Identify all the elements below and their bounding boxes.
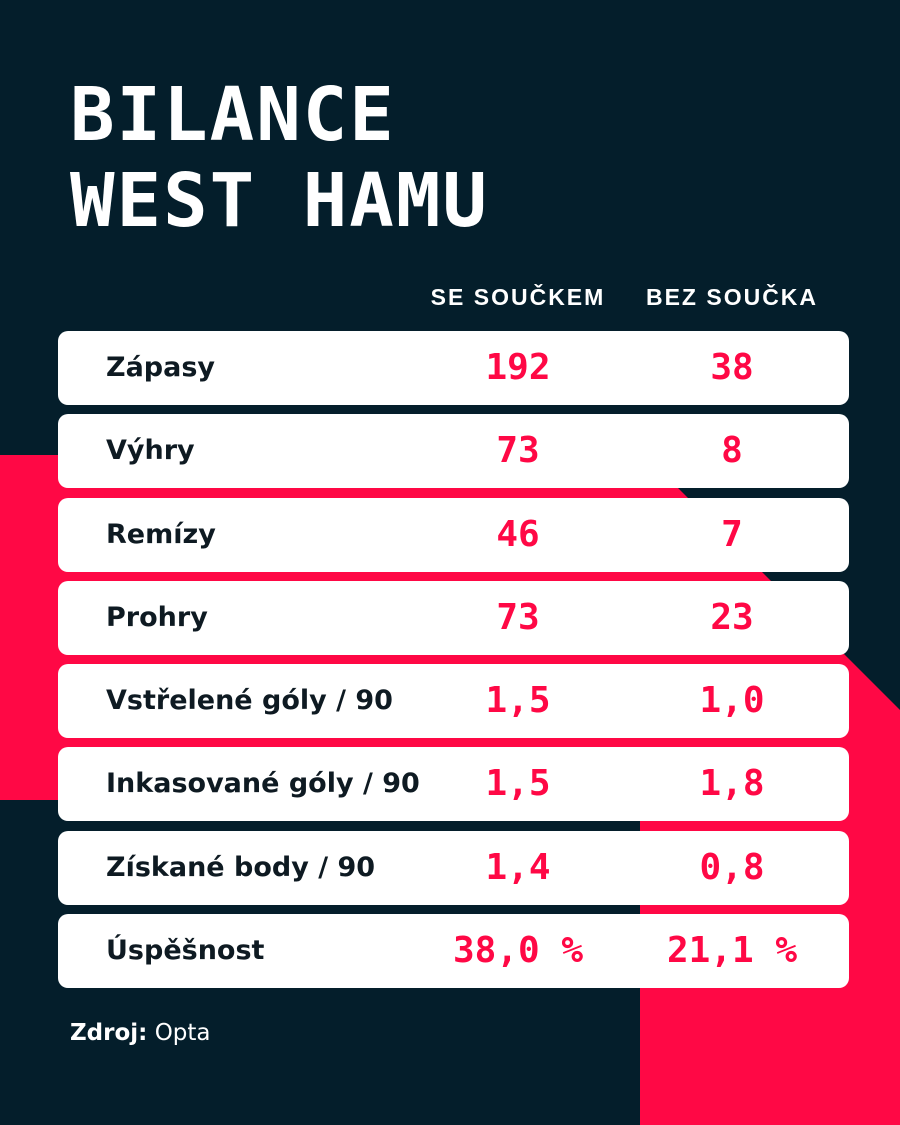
value-with: 38,0 % — [452, 930, 584, 972]
table-row: Úspěšnost 38,0 % 21,1 % — [58, 914, 849, 989]
value-with: 1,5 — [485, 763, 551, 805]
row-label: Prohry — [106, 601, 208, 633]
value-with: 73 — [496, 596, 540, 638]
title-line-1: BILANCE — [70, 72, 396, 158]
page-title: BILANCE WEST HAMU — [70, 72, 489, 244]
value-without: 0,8 — [699, 846, 765, 888]
row-label: Remízy — [106, 518, 216, 550]
value-with: 73 — [496, 430, 540, 472]
table-row: Prohry 73 23 — [58, 580, 849, 655]
table-row: Vstřelené góly / 90 1,5 1,0 — [58, 664, 849, 739]
source-value: Opta — [154, 1020, 211, 1046]
row-label: Získané body / 90 — [106, 851, 376, 883]
source-note: Zdroj: Opta — [70, 1020, 211, 1046]
value-with: 1,5 — [485, 680, 551, 722]
title-line-2: WEST HAMU — [70, 158, 489, 244]
stats-table: Zápasy 192 38 Výhry 73 8 Remízy 46 7 Pro… — [58, 331, 849, 997]
value-without: 8 — [721, 430, 743, 472]
value-without: 21,1 % — [666, 930, 798, 972]
column-header-without: BEZ SOUČKA — [645, 284, 819, 310]
value-with: 192 — [485, 347, 551, 388]
table-row: Remízy 46 7 — [58, 497, 849, 572]
value-without: 1,8 — [699, 763, 765, 805]
value-without: 1,0 — [699, 680, 765, 722]
row-label: Zápasy — [106, 352, 216, 383]
value-without: 38 — [710, 347, 754, 388]
source-label: Zdroj: — [70, 1020, 148, 1046]
value-with: 46 — [496, 513, 540, 555]
value-without: 23 — [710, 596, 754, 638]
table-row: Získané body / 90 1,4 0,8 — [58, 830, 849, 905]
row-label: Inkasované góly / 90 — [106, 768, 420, 800]
table-row: Výhry 73 8 — [58, 414, 849, 489]
row-label: Výhry — [106, 435, 195, 467]
table-row: Zápasy 192 38 — [58, 331, 849, 405]
value-with: 1,4 — [485, 846, 551, 888]
row-label: Úspěšnost — [106, 935, 265, 967]
column-header-with: SE SOUČKEM — [430, 284, 606, 310]
table-row: Inkasované góly / 90 1,5 1,8 — [58, 747, 849, 822]
row-label: Vstřelené góly / 90 — [106, 685, 393, 717]
value-without: 7 — [721, 513, 743, 555]
